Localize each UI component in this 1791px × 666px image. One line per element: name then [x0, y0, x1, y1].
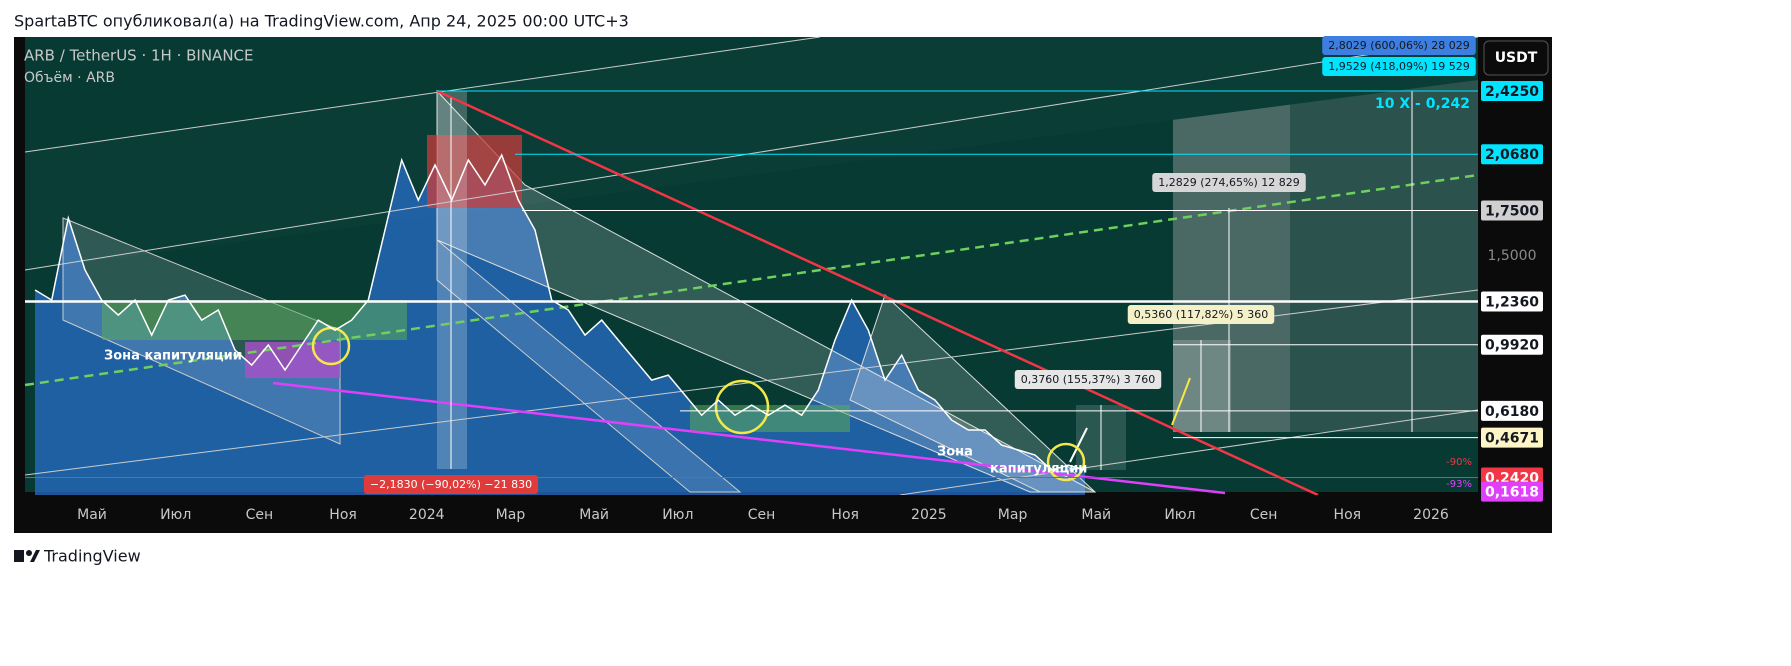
red-zone	[427, 135, 522, 208]
trend	[899, 409, 1479, 496]
x-tick-label: Мар	[496, 507, 526, 523]
x-tick-label: Ноя	[329, 507, 357, 523]
header: SpartaBTC опубликовал(а) на TradingView.…	[14, 12, 629, 31]
y-tick-label: 2,0680	[1485, 147, 1539, 163]
price-label-bg	[1481, 291, 1543, 312]
x-tick-label: Ноя	[831, 507, 859, 523]
price-label-bg	[1481, 334, 1543, 355]
y-tick-label: 0,6180	[1485, 404, 1539, 420]
measure	[1173, 340, 1231, 432]
x-tick-label: 2024	[409, 507, 445, 523]
channel	[849, 294, 1097, 493]
y-tick-label: 0,1618	[1485, 485, 1539, 501]
x-tick-label: Мар	[998, 507, 1028, 523]
price-line	[34, 153, 1086, 471]
y-tick-label: 0,9920	[1485, 338, 1539, 354]
price-label-bg	[1481, 400, 1543, 421]
y-tick-label: 1,2360	[1485, 294, 1539, 310]
x-tick-label: Июл	[1164, 507, 1195, 523]
price-label-bg	[1481, 427, 1543, 448]
x-tick-label: Июл	[160, 507, 191, 523]
x-tick-label: Май	[77, 507, 107, 523]
price-axis-bg	[1478, 37, 1552, 533]
annotation-bg	[1322, 36, 1476, 55]
x-tick-label: Июл	[662, 507, 693, 523]
annotation: −2,1830 (−90,02%) −21 830	[370, 478, 532, 491]
annotation: -90%	[1446, 457, 1472, 468]
x-tick-label: 2025	[911, 507, 947, 523]
red-trend	[436, 89, 1319, 497]
time-axis-bg	[14, 495, 1478, 533]
price-label-bg	[1481, 144, 1543, 165]
x-tick-label: Май	[579, 507, 609, 523]
annotation-bg	[1127, 305, 1275, 324]
price-label-bg	[1481, 481, 1543, 502]
annotation: капитуляции	[990, 462, 1087, 477]
annotation: Зона	[937, 445, 973, 460]
annotation-bg	[1014, 370, 1162, 389]
price-label-bg	[1481, 80, 1543, 101]
annotation: 2,8029 (600,06%) 28 029	[1328, 39, 1470, 52]
trend	[24, 36, 821, 153]
trend	[24, 36, 1479, 271]
x-tick-label: 2026	[1413, 507, 1449, 523]
annotation: 1,9529 (418,09%) 19 529	[1328, 60, 1470, 73]
pink-trend	[272, 381, 1226, 495]
x-tick-label: Сен	[748, 507, 776, 523]
annotation-bg	[1152, 173, 1306, 192]
annotation: Зона капитуляции	[104, 349, 242, 364]
x-tick-label: Сен	[246, 507, 274, 523]
annotation: 0,3760 (155,37%) 3 760	[1021, 373, 1156, 386]
x-tick-label: Сен	[1250, 507, 1278, 523]
green-zone	[102, 300, 407, 340]
volume-title: Объём · ARB	[24, 70, 115, 86]
annotation-bg	[1322, 57, 1476, 76]
annotation-bg	[363, 475, 539, 494]
y-tick-label: 2,4250	[1485, 84, 1539, 100]
footer: TradingView	[43, 547, 141, 566]
annotation: -93%	[1446, 479, 1472, 490]
y-tick-label: 0,4671	[1485, 431, 1539, 447]
arrow	[1069, 427, 1088, 463]
green-zone	[690, 405, 850, 432]
symbol-title: ARB / TetherUS · 1H · BINANCE	[24, 47, 254, 65]
x-tick-label: Май	[1081, 507, 1111, 523]
highlight	[714, 379, 770, 435]
arrow	[1171, 377, 1191, 426]
y-tick-label: 1,5000	[1488, 248, 1537, 264]
logo	[14, 550, 40, 562]
highlight	[1046, 442, 1086, 482]
currency: USDT	[1495, 50, 1538, 66]
price-label-bg	[1481, 200, 1543, 221]
annotation: 0,5360 (117,82%) 5 360	[1134, 308, 1269, 321]
annotation: 1,2829 (274,65%) 12 829	[1158, 176, 1300, 189]
x-tick-label: Ноя	[1334, 507, 1362, 523]
currency-button[interactable]	[1483, 40, 1549, 76]
y-tick-label: 1,7500	[1485, 203, 1539, 219]
measure	[437, 91, 467, 469]
annotation: 10 X - 0,242	[1375, 96, 1470, 112]
